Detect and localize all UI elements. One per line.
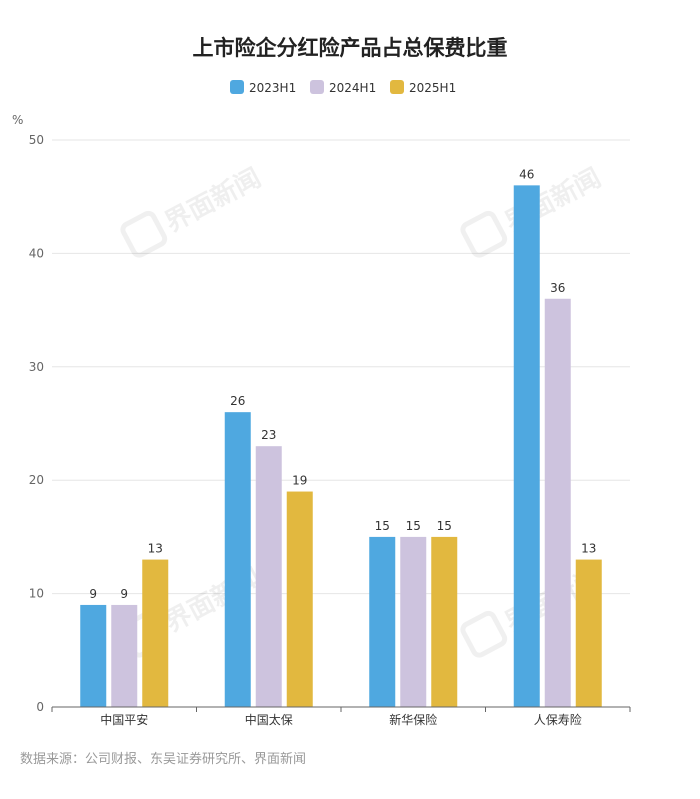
x-category-label: 中国平安 (100, 712, 148, 727)
x-category-label: 中国太保 (245, 712, 293, 727)
watermark-logo-icon (460, 210, 508, 258)
y-tick-label: 20 (29, 473, 44, 487)
bar-value-label: 26 (230, 394, 245, 408)
watermark-logo-icon (120, 210, 168, 258)
bar (431, 536, 458, 707)
legend-swatch (230, 80, 244, 94)
source-note: 数据来源：公司财报、东吴证券研究所、界面新闻 (20, 751, 306, 767)
y-tick-label: 0 (36, 700, 44, 714)
x-category-label: 新华保险 (389, 712, 437, 727)
legend-swatch (390, 80, 404, 94)
bar (80, 604, 107, 707)
bar (255, 446, 282, 707)
bar (544, 298, 571, 707)
bars (80, 185, 602, 708)
watermark: 界面新闻 (120, 162, 266, 258)
bar (369, 536, 396, 707)
y-tick-label: 50 (29, 133, 44, 147)
y-axis-ticks: 0 10 20 30 40 50 (29, 133, 44, 714)
bar (111, 604, 138, 707)
bar-value-label: 15 (406, 519, 421, 533)
bar-value-label: 15 (437, 519, 452, 533)
x-category-label: 人保寿险 (534, 712, 582, 727)
bar-value-label: 23 (261, 428, 276, 442)
chart-title: 上市险企分红险产品占总保费比重 (193, 36, 508, 60)
legend-label: 2023H1 (249, 81, 296, 95)
bar (286, 491, 313, 707)
bar-value-label: 46 (519, 167, 534, 181)
legend-label: 2024H1 (329, 81, 376, 95)
watermark-text: 界面新闻 (160, 162, 266, 238)
y-axis-unit-label: % (12, 113, 23, 127)
bar (224, 412, 251, 707)
bar (400, 536, 427, 707)
watermark-logo-icon (460, 610, 508, 658)
legend-label: 2025H1 (409, 81, 456, 95)
bar-value-label: 9 (120, 587, 128, 601)
bar-value-label: 15 (375, 519, 390, 533)
legend: 2023H1 2024H1 2025H1 (230, 80, 456, 95)
y-tick-label: 10 (29, 587, 44, 601)
bar-data-labels: 9 9 13 26 23 19 15 15 15 46 36 13 (89, 167, 596, 601)
bar (142, 559, 169, 707)
bar (575, 559, 602, 707)
x-axis-categories: 中国平安 中国太保 新华保险 人保寿险 (51, 707, 631, 727)
bar-value-label: 13 (581, 542, 596, 556)
bar-value-label: 13 (148, 542, 163, 556)
bar (513, 185, 540, 708)
bar-value-label: 9 (89, 587, 97, 601)
legend-swatch (310, 80, 324, 94)
y-tick-label: 40 (29, 246, 44, 260)
y-tick-label: 30 (29, 360, 44, 374)
bar-value-label: 19 (292, 474, 307, 488)
bar-value-label: 36 (550, 281, 565, 295)
